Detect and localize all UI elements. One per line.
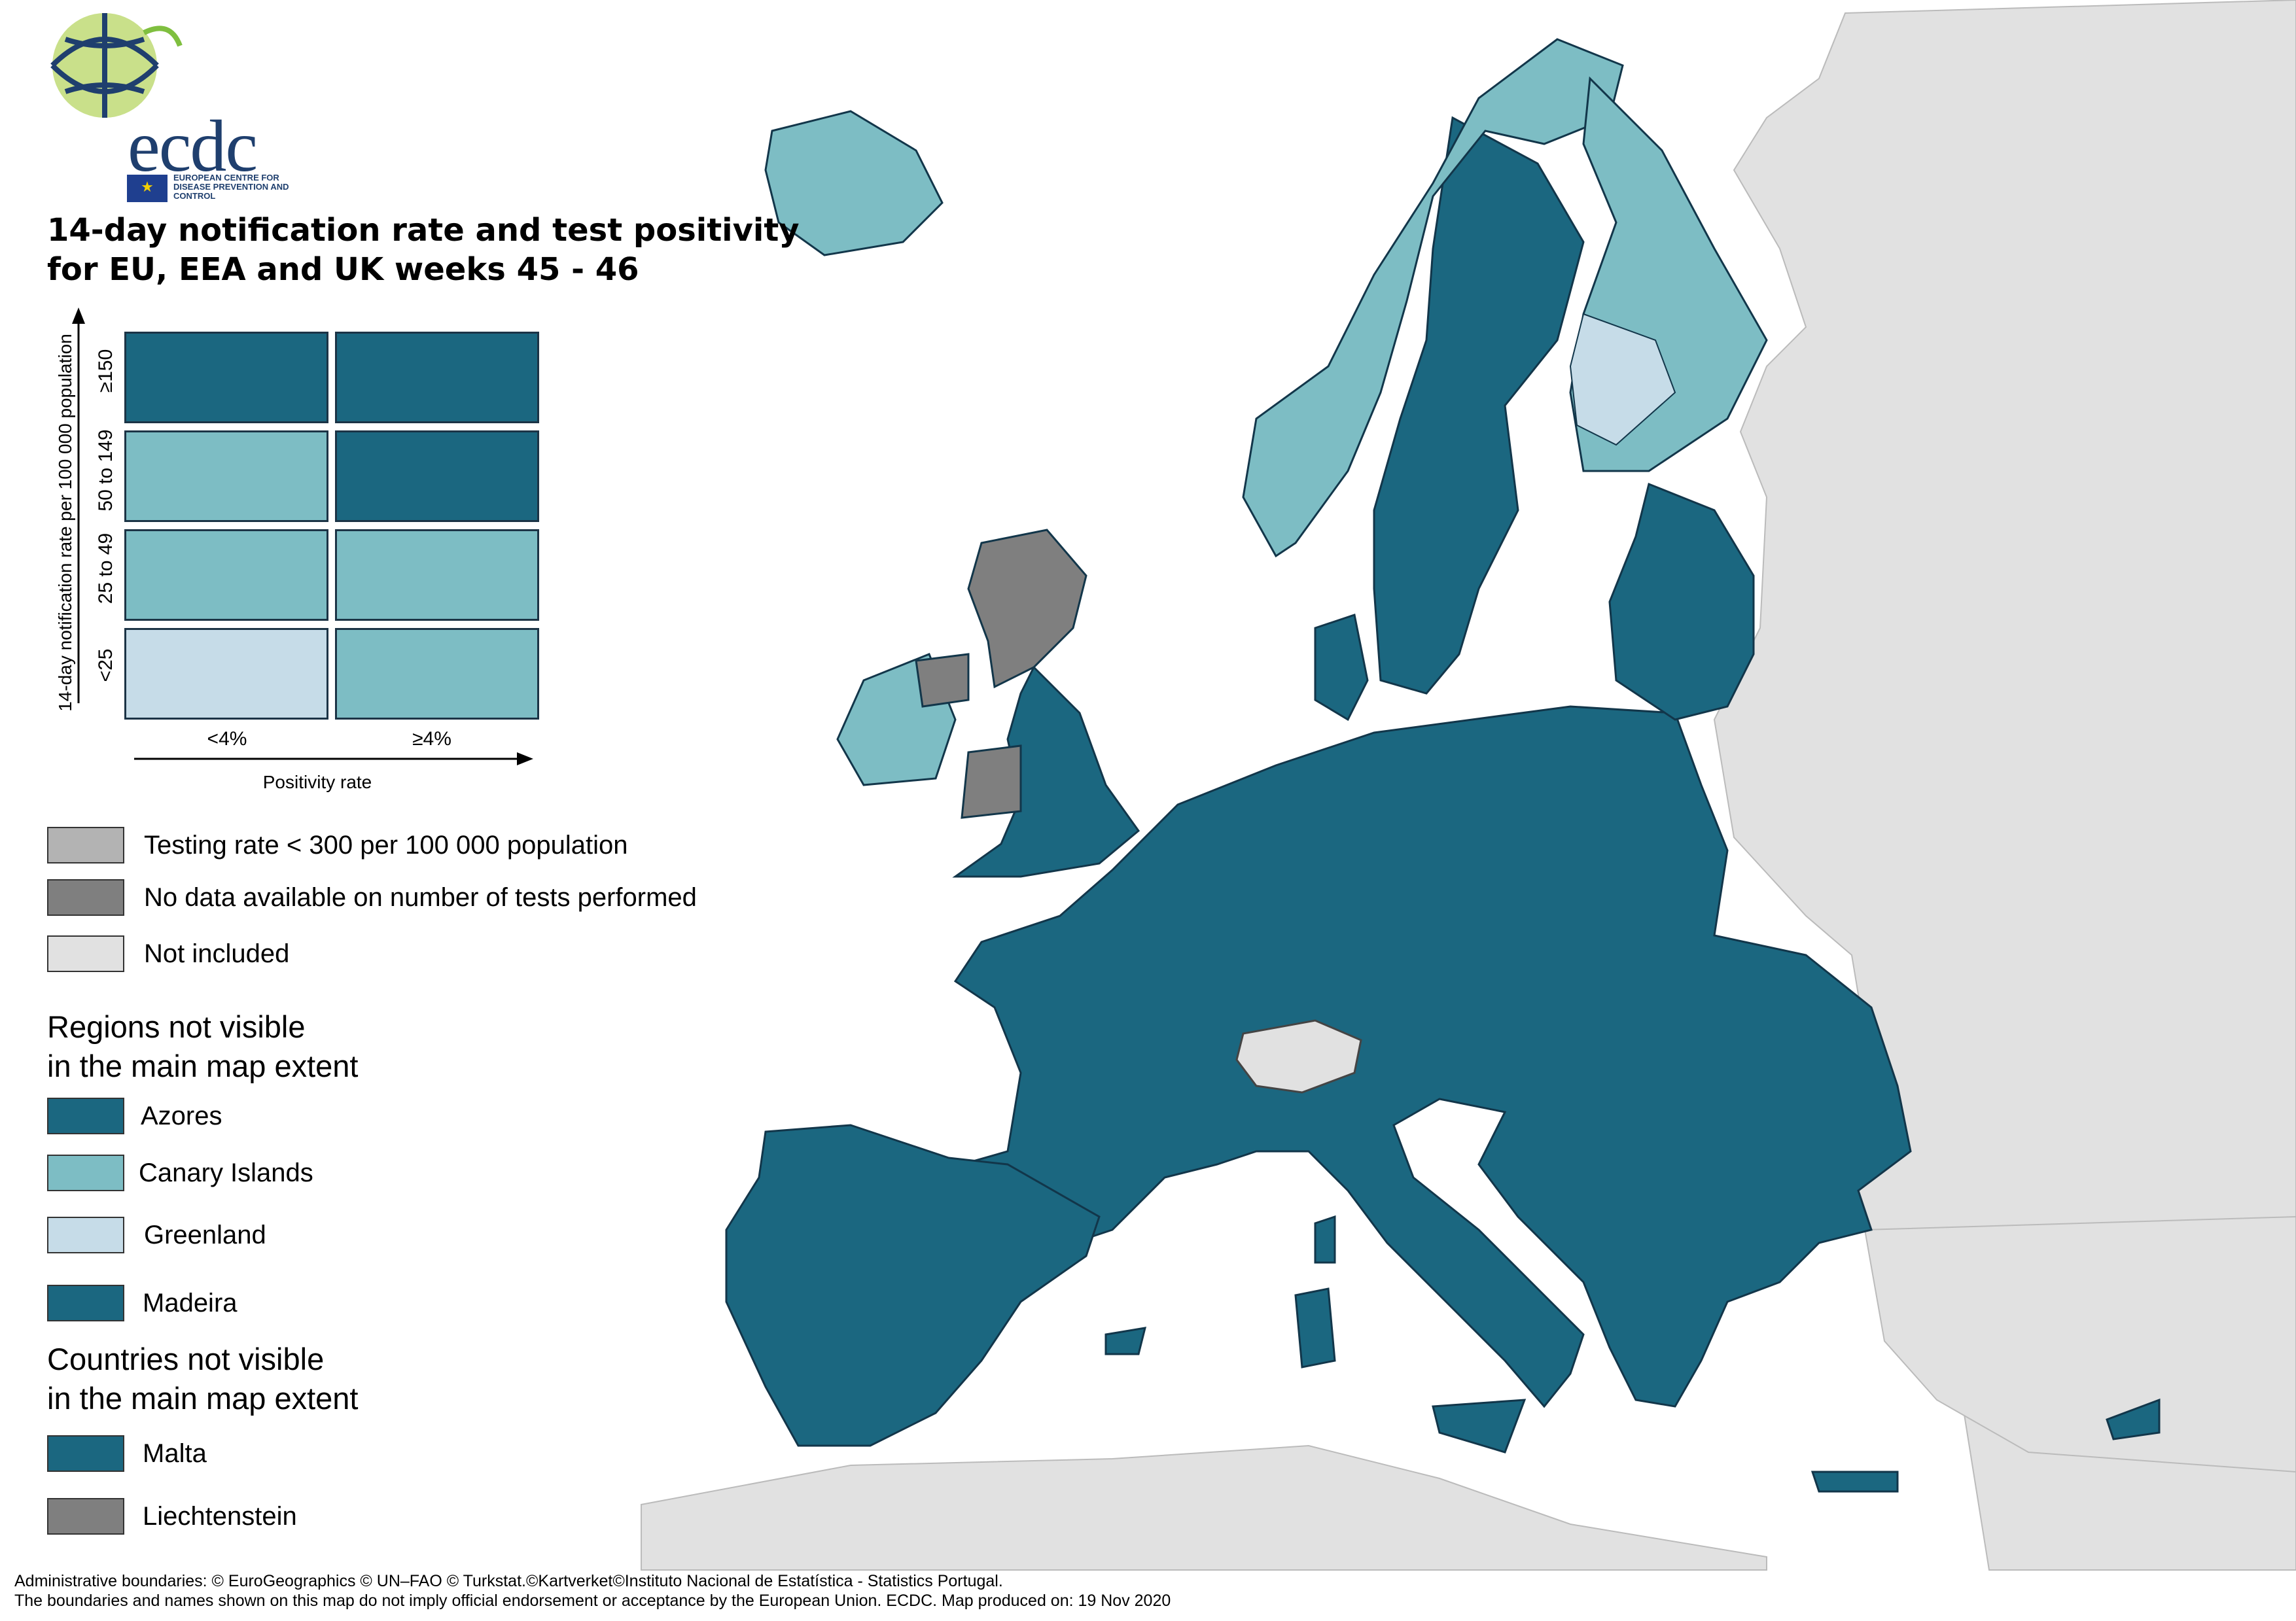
finland-pale (1569, 313, 1676, 446)
sicily (1432, 1399, 1527, 1454)
matrix-cell (335, 628, 539, 720)
matrix-col-label: ≥4% (412, 728, 451, 750)
region-label: Greenland (144, 1221, 266, 1249)
ecdc-wordmark: ecdc (128, 106, 258, 187)
matrix-col-label: <4% (207, 728, 247, 750)
region-swatch (47, 1217, 124, 1253)
scotland (967, 529, 1087, 689)
balearic (1104, 1327, 1147, 1355)
ecdc-organisation-name: EUROPEAN CENTRE FOR DISEASE PREVENTION A… (173, 173, 289, 201)
country-label: Liechtenstein (143, 1502, 297, 1531)
eu-flag-icon: ★ (127, 175, 168, 202)
map-title-line2: for EU, EEA and UK weeks 45 - 46 (47, 251, 639, 288)
regions-heading-line2: in the main map extent (47, 1049, 359, 1083)
matrix-cell (335, 529, 539, 621)
matrix-cell (124, 628, 328, 720)
sweden-finland (1373, 116, 1585, 695)
wales (961, 744, 1022, 819)
globe-logo-icon (50, 13, 183, 118)
footer-line1: Administrative boundaries: © EuroGeograp… (14, 1572, 1003, 1590)
regions-heading: Regions not visible in the main map exte… (47, 1007, 359, 1086)
matrix-x-axis-title: Positivity rate (262, 772, 372, 792)
denmark (1314, 614, 1369, 722)
crete (1810, 1471, 1899, 1493)
matrix-axes (72, 307, 533, 765)
cyprus (2106, 1398, 2161, 1440)
region-swatch (47, 1155, 124, 1191)
matrix-cell (124, 529, 328, 621)
country-swatch (47, 1435, 124, 1472)
matrix-cell (124, 332, 328, 423)
region-swatch (47, 1098, 124, 1134)
baltics (1608, 482, 1755, 721)
matrix-cell (335, 430, 539, 522)
north-africa-region (641, 1444, 1767, 1571)
matrix-cell (124, 430, 328, 522)
matrix-row-label: ≥150 (95, 349, 116, 393)
countries-heading: Countries not visible in the main map ex… (47, 1340, 359, 1418)
region-label: Canary Islands (139, 1159, 313, 1187)
legend-label: Not included (144, 939, 290, 968)
countries-heading-line2: in the main map extent (47, 1381, 359, 1416)
matrix-row-label: <25 (95, 648, 116, 682)
map-title-line1: 14-day notification rate and test positi… (47, 212, 800, 249)
switzerland-cutout (1235, 1019, 1362, 1094)
attribution-footer: Administrative boundaries: © EuroGeograp… (14, 1571, 1171, 1611)
footer-line2: The boundaries and names shown on this m… (14, 1592, 1171, 1610)
norway (1242, 38, 1624, 558)
turkey-region (1863, 1215, 2296, 1473)
legend-swatch-no-data (47, 879, 124, 916)
region-label: Madeira (143, 1289, 238, 1317)
matrix-row-label: 50 to 149 (95, 429, 116, 512)
map-title: 14-day notification rate and test positi… (47, 211, 800, 289)
corsica (1314, 1215, 1336, 1264)
countries-heading-line1: Countries not visible (47, 1342, 325, 1376)
region-swatch (47, 1285, 124, 1321)
iberia (725, 1124, 1101, 1447)
rate-positivity-matrix: 14-day notification rate per 100 000 pop… (39, 304, 543, 801)
regions-heading-line1: Regions not visible (47, 1009, 306, 1044)
ecdc-logo: ecdc ★ EUROPEAN CENTRE FOR DISEASE PREVE… (39, 7, 289, 203)
matrix-cell (335, 332, 539, 423)
matrix-row-label: 25 to 49 (95, 532, 116, 604)
legend-label: Testing rate < 300 per 100 000 populatio… (144, 831, 628, 860)
sardinia (1294, 1287, 1336, 1368)
legend-swatch-not-included (47, 935, 124, 972)
legend-swatch-testing-low (47, 827, 124, 863)
iceland (764, 110, 944, 256)
country-swatch (47, 1498, 124, 1535)
legend-label: No data available on number of tests per… (144, 883, 697, 912)
region-label: Azores (141, 1102, 222, 1130)
northern-ireland (915, 653, 970, 708)
country-label: Malta (143, 1439, 207, 1468)
great-britain (952, 665, 1140, 878)
